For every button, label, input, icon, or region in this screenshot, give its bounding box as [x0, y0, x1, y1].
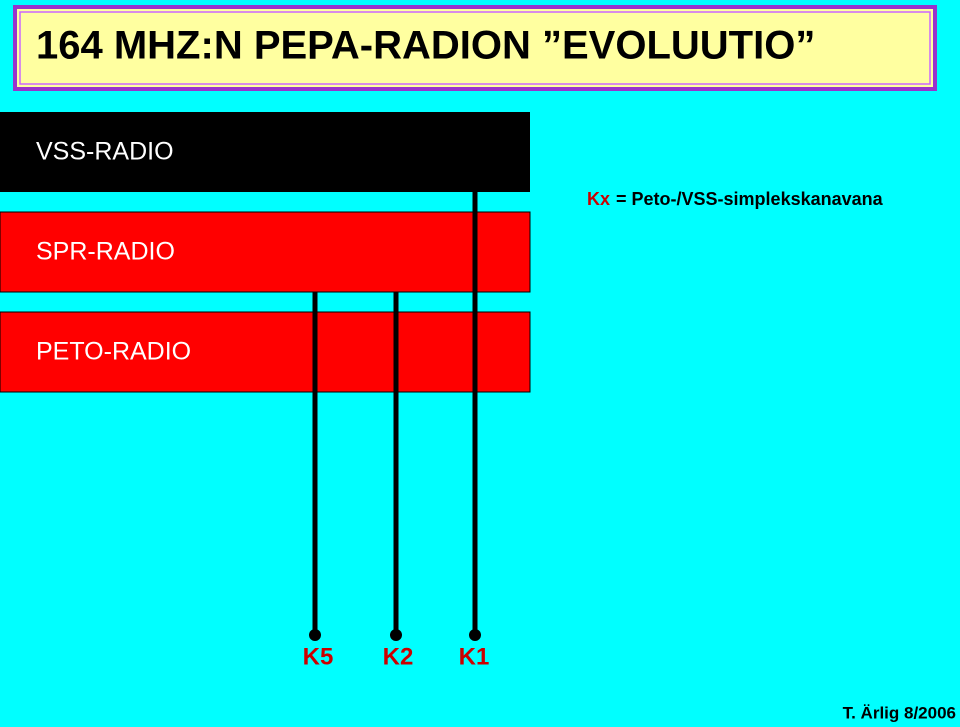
legend: Kx = Peto-/VSS-simplekskanavana [587, 189, 884, 209]
vss-block [0, 112, 530, 192]
channel-dot [309, 629, 321, 641]
channel-label: K5 [303, 643, 334, 670]
title-box-inner [19, 11, 931, 85]
channel-label: K2 [383, 643, 414, 670]
title-box [13, 5, 937, 91]
block-label: VSS-RADIO [36, 138, 174, 166]
title: 164 MHZ:N PEPA-RADION ”EVOLUUTIO” [36, 24, 815, 68]
channel-dot [390, 629, 402, 641]
block-label: PETO-RADIO [36, 338, 191, 366]
spr-block [0, 211, 531, 293]
footer: T. Ärlig 8/2006 [843, 703, 956, 722]
legend-key: Kx [587, 189, 610, 209]
channel-dot [469, 629, 481, 641]
legend-text: = Peto-/VSS-simplekskanavana [616, 189, 884, 209]
channel-label: K1 [459, 643, 490, 670]
peto-block [0, 311, 531, 393]
block-label: SPR-RADIO [36, 238, 175, 266]
